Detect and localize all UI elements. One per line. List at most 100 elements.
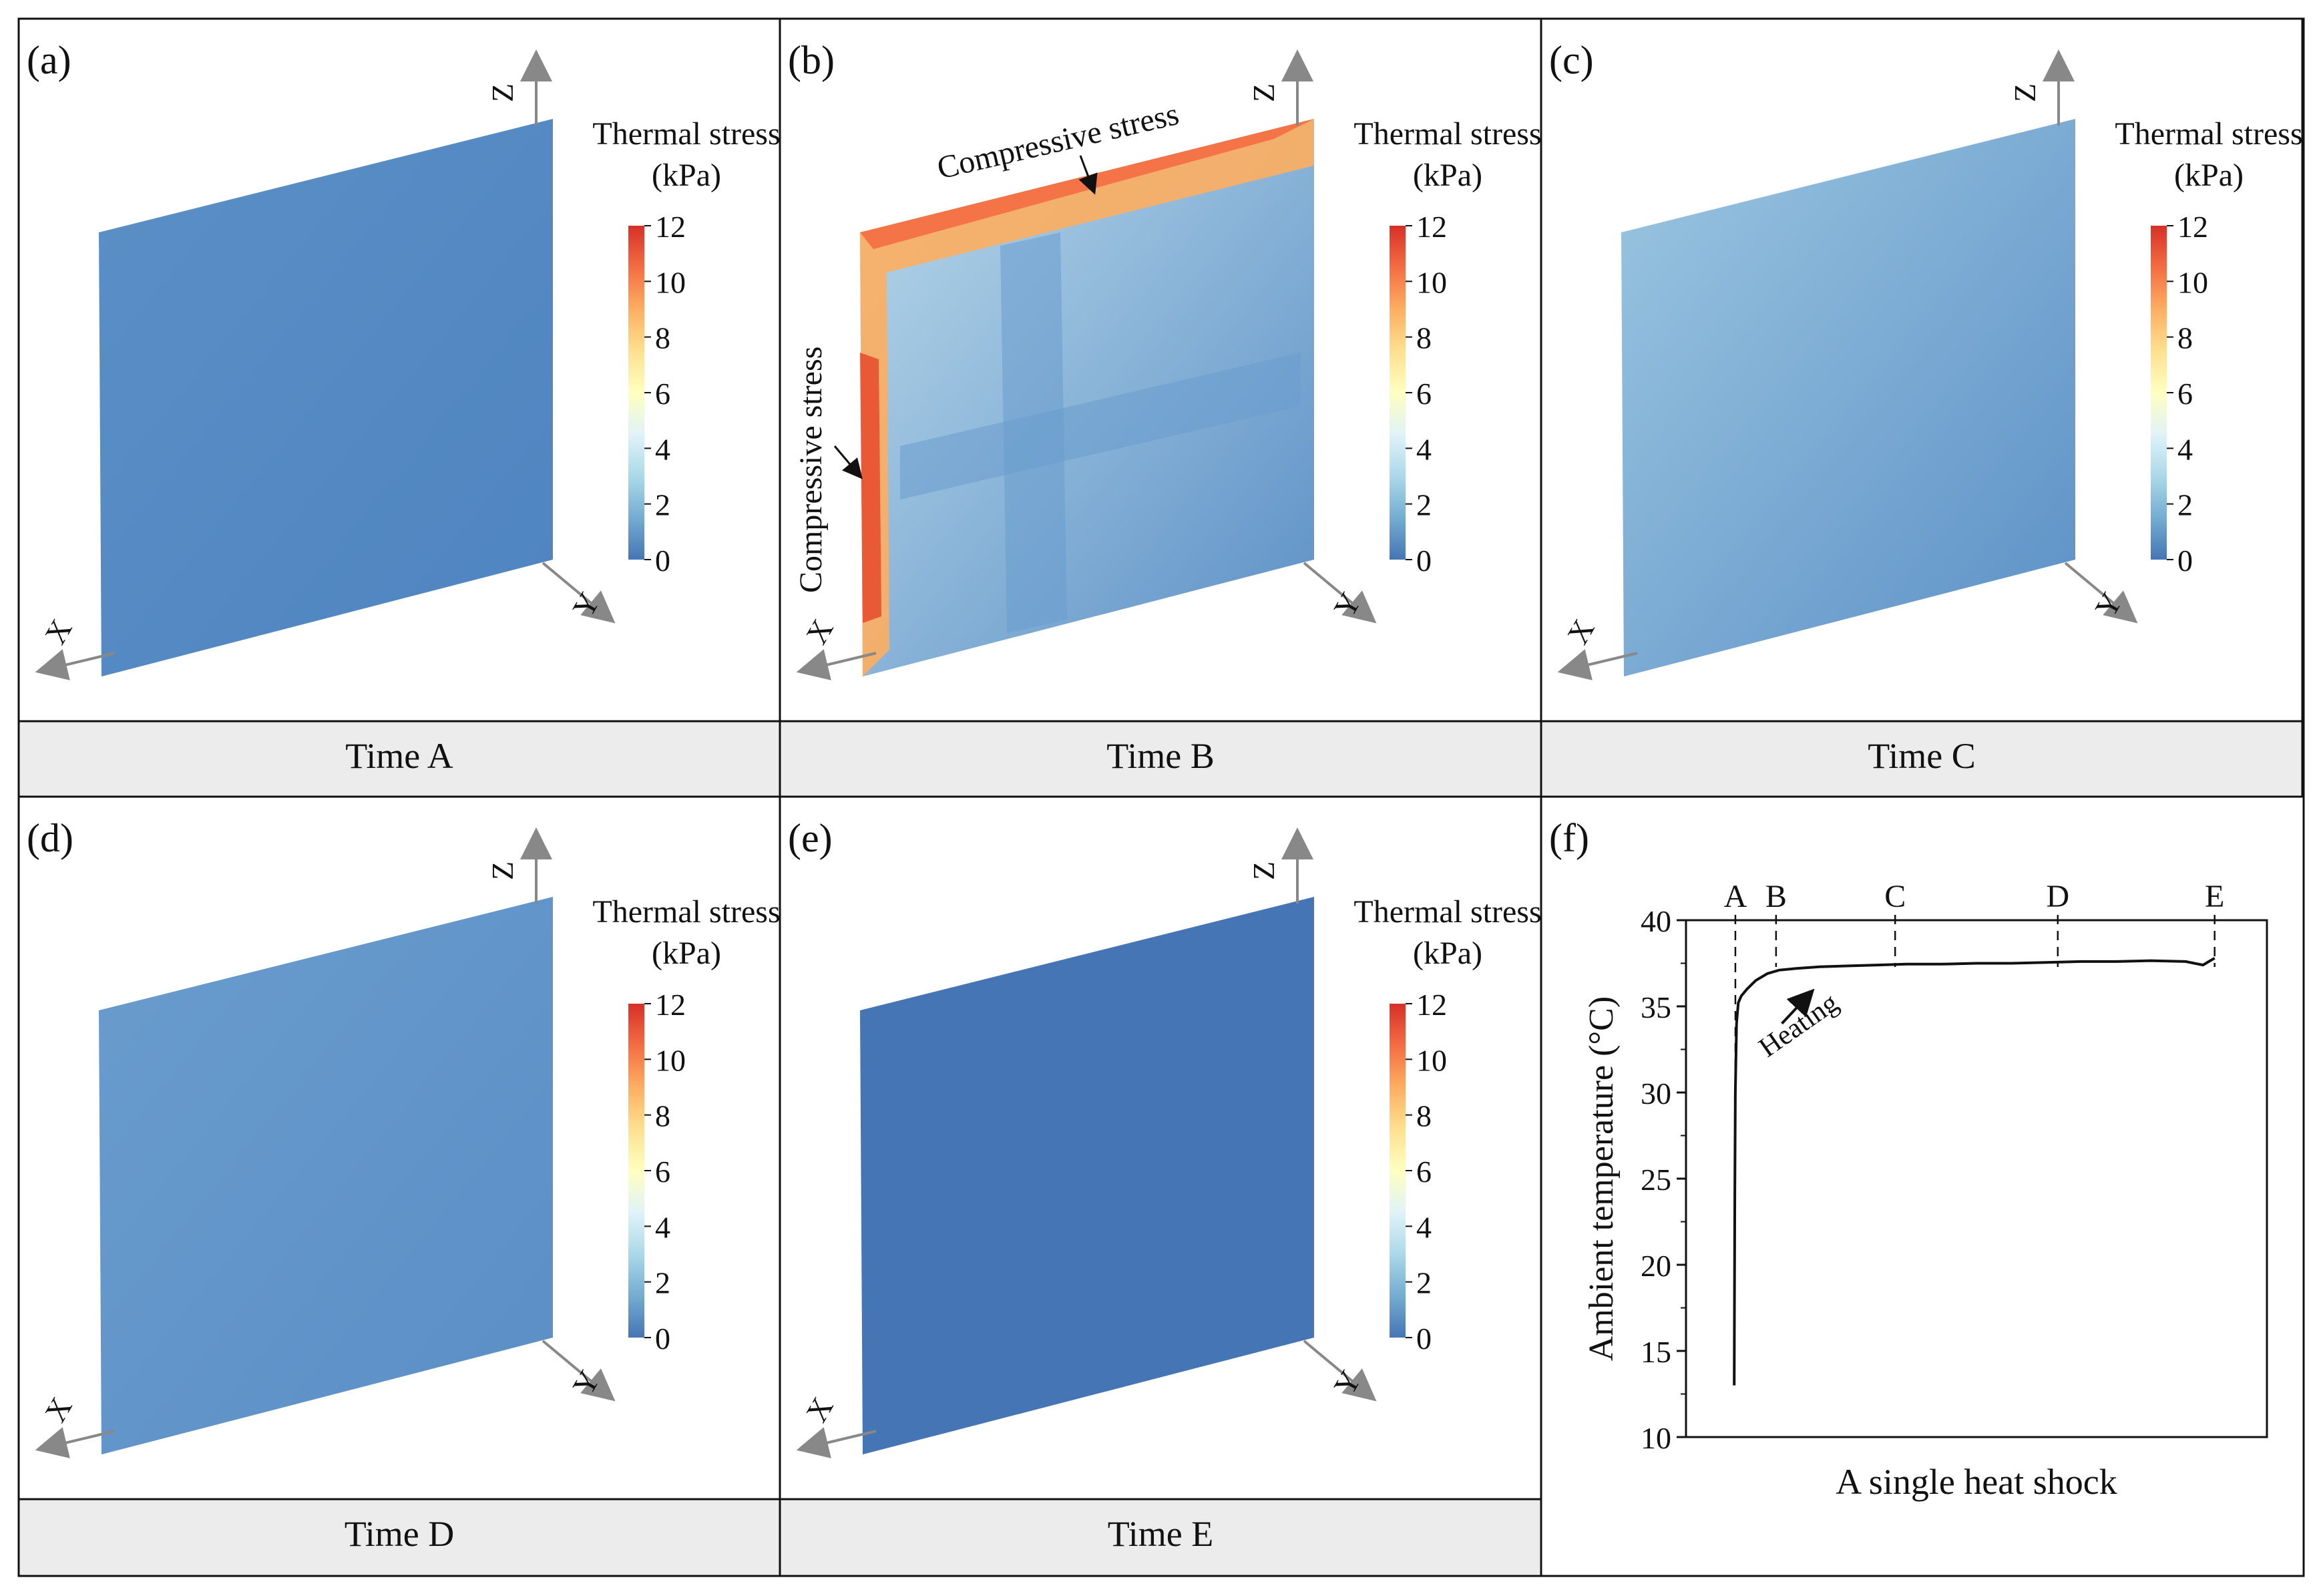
colorbar-title: Thermal stress — [592, 894, 780, 930]
colorbar-tick-label: 0 — [1416, 544, 1432, 578]
colorbar-tick-label: 4 — [1416, 1210, 1432, 1244]
colorbar-tick-label: 4 — [2177, 432, 2193, 466]
colorbar-unit: (kPa) — [2174, 158, 2244, 193]
panel-e: Time E (e) Z Y X Thermal stress (kPa) 12 10 8 6 4 2 0 — [779, 795, 1542, 1577]
colorbar-tick-label: 6 — [1416, 377, 1432, 411]
colorbar-tick-label: 4 — [1416, 432, 1432, 466]
annotation-arrow-top — [1078, 155, 1098, 195]
z-axis-label: Z — [485, 861, 519, 880]
panel-border — [1540, 17, 2304, 723]
colorbar-tick-label: 2 — [655, 488, 670, 522]
colorbar-title: Thermal stress — [1353, 894, 1541, 930]
annotation-compressive-left: Compressive stress — [793, 347, 829, 593]
colorbar — [1390, 1004, 1406, 1338]
stress-plate — [99, 897, 553, 1454]
colorbar-tick-label: 2 — [1416, 488, 1432, 522]
y-axis-label: Y — [1327, 587, 1367, 623]
caption-band — [1540, 720, 2304, 798]
colorbar-unit: (kPa) — [652, 158, 721, 193]
panel-f-border — [1540, 795, 2305, 1577]
caption-band — [779, 1498, 1542, 1577]
colorbar-tick-label: 0 — [1416, 1322, 1432, 1356]
colorbar — [1390, 226, 1406, 560]
panel-a: Time A (a) Z Y X Thermal stress (kPa) 12 10 8 6 4 2 0 — [17, 17, 781, 798]
colorbar-tick-label: 6 — [655, 1155, 670, 1189]
caption-band — [17, 1498, 781, 1577]
colorbar-tick-label: 10 — [655, 1043, 686, 1077]
x-axis-arrow — [796, 649, 877, 680]
colorbar-tick-label: 10 — [1416, 265, 1447, 299]
heating-arrow — [1781, 988, 1815, 1025]
y-axis-arrow — [2064, 562, 2138, 624]
time-marker-label: A — [1724, 879, 1747, 914]
panel-caption: Time A — [345, 736, 453, 776]
colorbar-title: Thermal stress — [592, 116, 780, 152]
y-tick-label: 15 — [1641, 1335, 1671, 1369]
colorbar-tick-label: 0 — [655, 544, 670, 578]
stress-plate — [1621, 119, 2075, 676]
x-axis-label: X — [799, 1392, 840, 1428]
panel-letter: (c) — [1549, 38, 1594, 82]
panel-caption: Time B — [1106, 736, 1215, 776]
panel-caption: Time E — [1108, 1514, 1214, 1554]
colorbar-tick-label: 2 — [655, 1266, 670, 1300]
colorbar-tick-label: 12 — [655, 210, 686, 244]
chart-title: A single heat shock — [1836, 1462, 2117, 1502]
colorbar-title: Thermal stress — [2115, 116, 2302, 152]
colorbar-title: Thermal stress — [1353, 116, 1541, 152]
panel-c: Time C (c) Z Y X Thermal stress (kPa) 12 10 8 6 4 2 0 — [1540, 17, 2304, 798]
y-axis-label: Y — [566, 1365, 606, 1401]
panel-letter: (b) — [788, 38, 835, 82]
stress-plate — [860, 119, 1314, 676]
colorbar — [2151, 226, 2167, 560]
y-axis-title: Ambient temperature (°C) — [1583, 996, 1621, 1361]
panel-caption: Time C — [1868, 736, 1976, 776]
stress-plate — [99, 119, 553, 676]
hot-edge-left — [860, 353, 881, 623]
colorbar-tick-label: 6 — [2177, 377, 2193, 411]
stress-plate — [860, 897, 1314, 1454]
z-axis-label: Z — [1247, 83, 1281, 102]
colorbar-unit: (kPa) — [1413, 936, 1482, 971]
y-tick-label: 30 — [1641, 1076, 1671, 1111]
colorbar-unit: (kPa) — [652, 936, 721, 971]
panel-d: Time D (d) Z Y X Thermal stress (kPa) 12 10 8 6 4 2 0 — [17, 795, 781, 1577]
hot-edge-band — [860, 119, 1314, 676]
panel-letter: (e) — [788, 816, 833, 860]
cool-cross-horizontal — [900, 353, 1301, 500]
colorbar-tick-label: 10 — [1416, 1043, 1447, 1077]
x-axis-label: X — [1560, 614, 1601, 650]
y-axis-arrow — [1303, 562, 1377, 624]
z-axis-label: Z — [1247, 861, 1281, 880]
y-tick-label: 40 — [1641, 904, 1671, 938]
colorbar-tick-label: 12 — [2177, 210, 2208, 244]
time-marker-label: C — [1884, 879, 1906, 914]
colorbar-tick-label: 10 — [655, 265, 686, 299]
colorbar-tick-label: 8 — [2177, 321, 2193, 355]
panel-caption: Time D — [345, 1514, 455, 1554]
panel-letter: (a) — [27, 38, 71, 82]
x-axis-arrow — [35, 649, 116, 680]
colorbar-tick-label: 8 — [655, 1099, 670, 1133]
colorbar-tick-label: 0 — [2177, 544, 2193, 578]
colorbar-tick-label: 12 — [1416, 210, 1447, 244]
colorbar-tick-label: 4 — [655, 432, 670, 466]
panel-letter: (d) — [27, 816, 73, 860]
colorbar-unit: (kPa) — [1413, 158, 1482, 193]
caption-band — [779, 720, 1542, 798]
x-axis-arrow — [796, 1427, 877, 1458]
y-axis-arrow — [542, 1340, 616, 1402]
annotation-arrow-left — [833, 445, 863, 479]
plot-area — [1685, 919, 2268, 1438]
heating-annotation: Heating — [1753, 988, 1844, 1064]
y-tick-label: 20 — [1641, 1249, 1671, 1283]
colorbar-tick-label: 12 — [1416, 988, 1447, 1022]
z-axis-label: Z — [2008, 83, 2042, 102]
x-axis-label: X — [38, 1392, 79, 1428]
colorbar — [628, 1004, 644, 1338]
colorbar-tick-label: 8 — [1416, 321, 1432, 355]
y-tick-label: 25 — [1641, 1163, 1671, 1197]
x-axis-label: X — [38, 614, 79, 650]
